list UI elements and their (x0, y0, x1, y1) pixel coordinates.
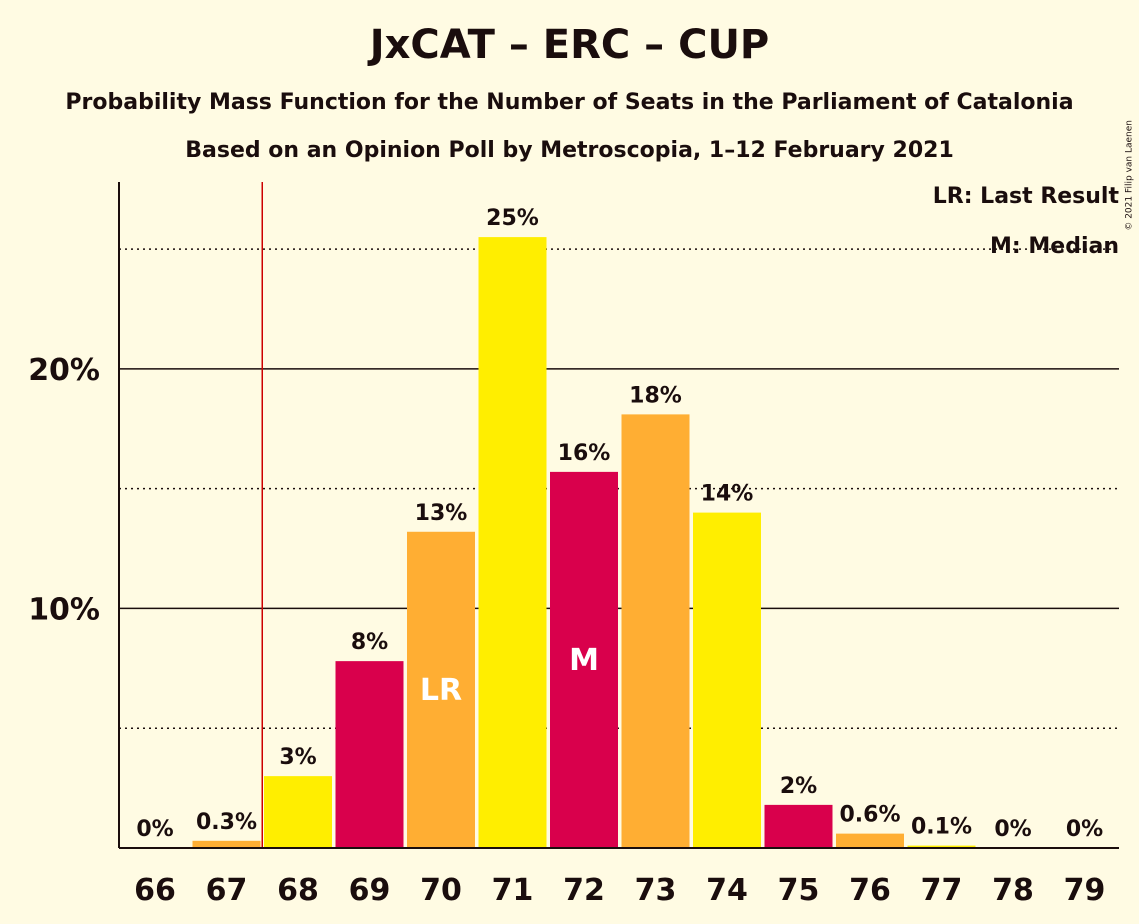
x-tick-label-78: 78 (992, 873, 1034, 908)
bar-68 (264, 776, 332, 848)
x-tick-label-69: 69 (349, 873, 391, 908)
bar-69 (335, 661, 404, 848)
data-label-78: 0% (994, 817, 1031, 842)
median-marker: M (569, 643, 599, 678)
data-label-79: 0% (1066, 817, 1103, 842)
data-label-69: 8% (351, 630, 388, 655)
x-tick-label-71: 71 (492, 873, 534, 908)
x-tick-label-70: 70 (420, 873, 462, 908)
bar-71 (478, 237, 547, 849)
data-label-73: 18% (629, 383, 682, 408)
bar-75 (764, 804, 833, 848)
x-tick-label-75: 75 (778, 873, 820, 908)
bar-67 (192, 840, 261, 848)
chart-subtitle-2: Based on an Opinion Poll by Metroscopia,… (185, 138, 954, 163)
x-tick-label-76: 76 (849, 873, 891, 908)
chart-subtitle: Probability Mass Function for the Number… (65, 90, 1074, 115)
legend-last-result: LR: Last Result (932, 184, 1119, 209)
data-label-77: 0.1% (911, 815, 972, 840)
y-tick-label: 10% (28, 592, 100, 627)
data-label-74: 14% (701, 482, 754, 507)
data-label-72: 16% (558, 441, 611, 466)
x-tick-label-67: 67 (206, 873, 248, 908)
chart-title: JxCAT – ERC – CUP (369, 22, 770, 68)
data-label-66: 0% (136, 817, 173, 842)
bar-77 (907, 845, 976, 848)
bar-76 (836, 833, 904, 848)
data-label-68: 3% (279, 745, 316, 770)
x-tick-label-77: 77 (921, 873, 963, 908)
x-tick-label-68: 68 (277, 873, 319, 908)
y-tick-label: 20% (28, 353, 100, 388)
bar-70 (407, 531, 475, 848)
legend-median: M: Median (990, 234, 1119, 259)
x-tick-label-72: 72 (563, 873, 605, 908)
bar-72 (550, 471, 618, 848)
data-label-70: 13% (415, 501, 468, 526)
last-result-marker: LR (420, 673, 462, 708)
data-label-71: 25% (486, 206, 539, 231)
data-label-75: 2% (780, 774, 817, 799)
data-label-76: 0.6% (839, 803, 900, 828)
x-tick-label-73: 73 (635, 873, 677, 908)
bar-73 (621, 414, 690, 848)
x-tick-label-74: 74 (706, 873, 748, 908)
data-label-67: 0.3% (196, 810, 257, 835)
x-tick-label-79: 79 (1064, 873, 1106, 908)
bar-74 (693, 512, 761, 848)
x-tick-label-66: 66 (134, 873, 176, 908)
